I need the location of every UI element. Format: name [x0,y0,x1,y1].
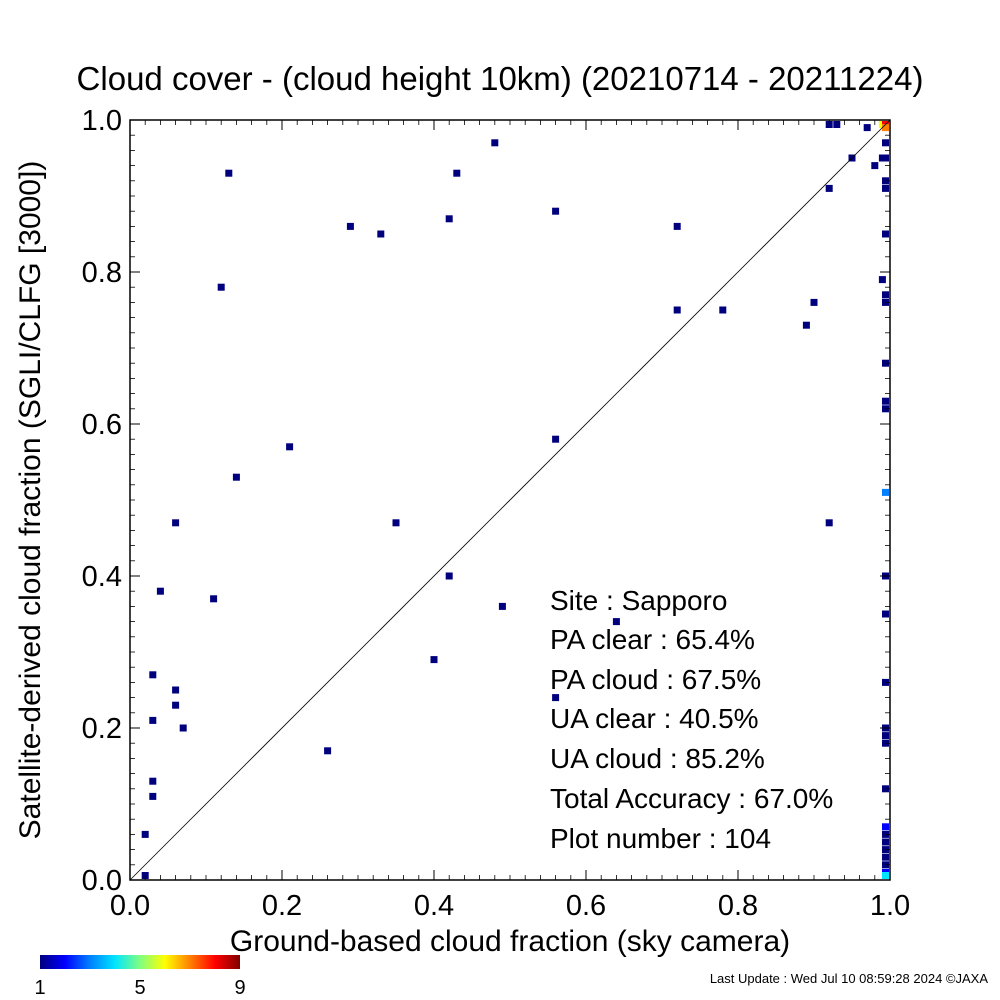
data-point [225,169,233,177]
plot-area [141,121,889,879]
data-point [882,488,889,496]
data-point [445,215,453,223]
data-point [882,124,889,132]
data-point [156,587,164,595]
data-point [172,701,180,709]
data-point [149,671,157,679]
data-point [882,397,889,405]
stat-pa-clear: PA clear : 65.4% [550,624,755,655]
data-point [377,230,385,238]
data-point [882,872,889,879]
data-point [172,519,180,527]
data-point [802,321,810,329]
data-point [882,230,889,238]
data-point [149,777,157,785]
y-tick-label: 1.0 [82,105,122,137]
y-tick-label: 0.0 [82,865,122,897]
y-tick-label: 0.8 [82,257,122,289]
data-point [179,724,187,732]
data-point [612,618,620,626]
data-point [217,283,225,291]
data-point [141,830,149,838]
colorbar-tick-label: 1 [34,977,45,999]
data-point [810,298,818,306]
data-point [491,139,499,147]
data-point [392,519,400,527]
y-tick-label: 0.6 [82,409,122,441]
data-point [825,519,833,527]
diagonal-reference-line [129,119,891,881]
data-point [882,838,889,846]
x-tick-label: 0.6 [566,890,606,922]
data-point [863,124,871,132]
chart-title: Cloud cover - (cloud height 10km) (20210… [77,60,924,97]
stat-plot-number: Plot number : 104 [550,823,771,854]
colorbar-ticks: 1 5 9 [34,977,245,999]
data-point [552,694,560,702]
data-point [286,443,294,451]
data-point [833,121,841,128]
data-point [149,716,157,724]
stat-total-accuracy: Total Accuracy : 67.0% [550,783,833,814]
data-point [882,184,889,192]
stat-ua-clear: UA clear : 40.5% [550,703,759,734]
data-point [453,169,461,177]
statistics-panel: Site : Sapporo PA clear : 65.4% PA cloud… [550,585,833,854]
data-point [871,162,879,170]
x-tick-label: 0.4 [414,890,454,922]
stat-site: Site : Sapporo [550,585,727,616]
x-tick-label: 0.2 [262,890,302,922]
x-axis-label: Ground-based cloud fraction (sky camera) [230,925,790,958]
axis-ticks: 0.0 0.2 0.4 0.6 0.8 1.0 0.0 0.2 0.4 0.6 0.8 1.0 [82,105,910,922]
x-tick-label: 0.0 [110,890,150,922]
data-point [882,823,889,831]
footer-last-update: Last Update : Wed Jul 10 08:59:28 2024 ©… [710,971,989,986]
data-point [719,306,727,314]
data-point [673,222,681,230]
data-point [346,222,354,230]
y-tick-label: 0.4 [82,561,122,593]
data-point [882,139,889,147]
data-point [210,595,218,603]
data-point [552,207,560,215]
data-point [552,435,560,443]
data-point [673,306,681,314]
x-tick-label: 0.8 [718,890,758,922]
data-point [172,686,180,694]
colorbar-tick-label: 9 [234,977,245,999]
data-point [445,572,453,580]
data-point [149,792,157,800]
data-point [882,732,889,740]
x-tick-label: 1.0 [870,890,910,922]
data-point [232,473,240,481]
stat-pa-cloud: PA cloud : 67.5% [550,664,761,695]
colorbar-tick-label: 5 [134,977,145,999]
y-tick-label: 0.2 [82,713,122,745]
data-point [498,602,506,610]
y-axis-label: Satellite-derived cloud fraction (SGLI/C… [14,161,47,840]
data-point [882,853,889,861]
data-point [324,747,332,755]
data-point [825,184,833,192]
data-point [882,610,889,618]
stat-ua-cloud: UA cloud : 85.2% [550,743,765,774]
data-point [882,154,889,162]
data-point [878,276,886,284]
colorbar [40,955,240,969]
data-point [430,656,438,664]
data-point [882,291,889,299]
